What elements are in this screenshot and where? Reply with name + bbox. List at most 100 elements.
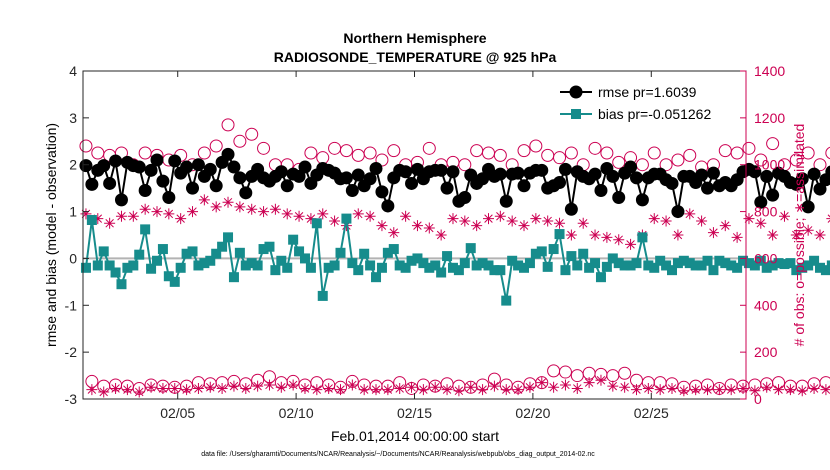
possible-point bbox=[487, 372, 501, 386]
bias-point bbox=[643, 260, 654, 271]
possible-point bbox=[476, 378, 490, 392]
y-right-tick-label: 0 bbox=[754, 391, 762, 407]
bias-point bbox=[453, 265, 464, 276]
bias-point bbox=[773, 258, 784, 269]
assimilated-point bbox=[121, 384, 133, 396]
possible-point bbox=[529, 139, 543, 153]
bias-point bbox=[524, 258, 535, 269]
bias-point bbox=[246, 258, 257, 269]
bias-point bbox=[193, 260, 204, 271]
assimilated-point bbox=[275, 381, 287, 393]
possible-point bbox=[221, 118, 235, 132]
rmse-point bbox=[405, 176, 419, 190]
bias-point bbox=[649, 262, 660, 273]
bias-point bbox=[613, 258, 624, 269]
assimilated-point bbox=[506, 215, 518, 227]
rmse-point bbox=[162, 191, 176, 205]
bias-point bbox=[507, 255, 518, 266]
y-left-tick-label: -3 bbox=[65, 391, 78, 407]
possible-point bbox=[772, 376, 786, 390]
bias-point bbox=[92, 260, 103, 271]
bias-point bbox=[791, 265, 802, 276]
assimilated-point bbox=[755, 217, 767, 229]
assimilated-point bbox=[115, 210, 127, 222]
rmse-point bbox=[511, 166, 525, 180]
bias-point bbox=[501, 295, 512, 306]
bias-point bbox=[311, 218, 322, 229]
bias-point bbox=[187, 246, 198, 257]
bias-point bbox=[128, 260, 139, 271]
rmse-point bbox=[375, 185, 389, 199]
possible-point bbox=[553, 151, 567, 165]
assimilated-point bbox=[743, 213, 755, 225]
assimilated-point bbox=[287, 379, 299, 391]
possible-point bbox=[132, 381, 146, 395]
possible-point bbox=[659, 158, 673, 172]
bias-point bbox=[548, 244, 559, 255]
possible-point bbox=[85, 374, 99, 388]
bias-point bbox=[134, 249, 145, 260]
rmse-point bbox=[114, 193, 128, 207]
bias-point bbox=[341, 213, 352, 224]
possible-point bbox=[517, 144, 531, 158]
y-right-tick-label: 600 bbox=[754, 250, 778, 266]
bias-point bbox=[601, 261, 612, 272]
rmse-point bbox=[760, 169, 774, 183]
bias-point bbox=[797, 262, 808, 273]
y-right-tick-label: 1400 bbox=[754, 63, 785, 79]
assimilated-point bbox=[429, 381, 441, 393]
bias-point bbox=[169, 276, 180, 287]
legend: rmse pr=1.6039 bias pr=-0.051262 bbox=[552, 78, 740, 130]
assimilated-point bbox=[696, 215, 708, 227]
y-right-tick-label: 1200 bbox=[754, 110, 785, 126]
rmse-point bbox=[606, 169, 620, 183]
assimilated-point bbox=[518, 220, 530, 232]
bias-point bbox=[276, 255, 287, 266]
possible-point bbox=[458, 158, 472, 172]
possible-point bbox=[789, 153, 803, 167]
assimilated-point bbox=[86, 384, 98, 396]
bias-point bbox=[619, 260, 630, 271]
assimilated-point bbox=[719, 220, 731, 232]
rmse-point bbox=[156, 174, 170, 188]
rmse-point bbox=[493, 167, 507, 181]
y-right-tick-label: 400 bbox=[754, 297, 778, 313]
bias-point bbox=[294, 246, 305, 257]
assimilated-point bbox=[435, 229, 447, 241]
assimilated-point bbox=[512, 384, 524, 396]
bias-point bbox=[755, 255, 766, 266]
rmse-point bbox=[97, 159, 111, 173]
assimilated-point bbox=[601, 231, 613, 243]
bias-point bbox=[749, 260, 760, 271]
rmse-point bbox=[381, 199, 395, 213]
assimilated-point bbox=[139, 203, 151, 215]
possible-point bbox=[345, 374, 359, 388]
bias-point bbox=[631, 258, 642, 269]
bias-point bbox=[175, 262, 186, 273]
legend-bias-marker bbox=[571, 109, 581, 119]
bias-point bbox=[536, 246, 547, 257]
assimilated-point bbox=[423, 222, 435, 234]
assimilated-point bbox=[630, 384, 642, 396]
rmse-point bbox=[813, 182, 827, 196]
assimilated-point bbox=[802, 224, 814, 236]
assimilated-point bbox=[346, 379, 358, 391]
bias-point bbox=[376, 262, 387, 273]
legend-rmse-label: rmse pr=1.6039 bbox=[598, 84, 697, 100]
bias-point bbox=[199, 258, 210, 269]
possible-point bbox=[558, 365, 572, 379]
assimilated-point bbox=[181, 384, 193, 396]
bias-point bbox=[371, 272, 382, 283]
bias-point bbox=[140, 224, 151, 235]
assimilated-point bbox=[725, 384, 737, 396]
y-left-tick-label: 3 bbox=[69, 110, 77, 126]
assimilated-point bbox=[281, 208, 293, 220]
bias-point bbox=[270, 265, 281, 276]
assimilated-point bbox=[358, 384, 370, 396]
bias-point bbox=[820, 265, 830, 276]
bias-point bbox=[607, 253, 618, 264]
assimilated-point bbox=[145, 381, 157, 393]
bias-point bbox=[122, 262, 133, 273]
assimilated-point bbox=[352, 208, 364, 220]
assimilated-point bbox=[483, 213, 494, 225]
